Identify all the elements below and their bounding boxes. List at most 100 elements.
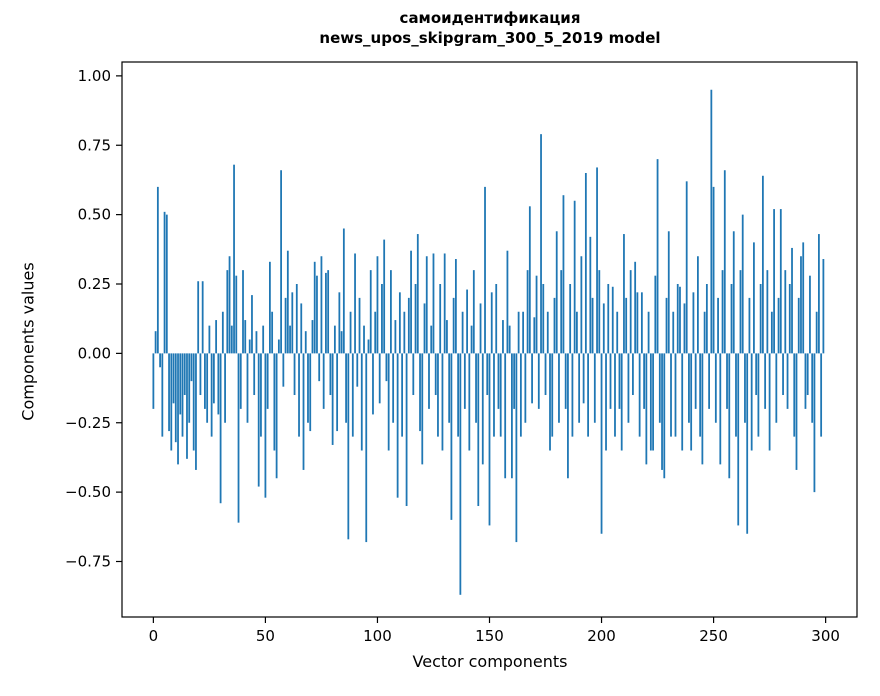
x-tick-label: 250	[699, 627, 728, 645]
bar	[423, 303, 426, 354]
bar	[152, 353, 155, 409]
bar	[201, 281, 204, 354]
bar	[291, 292, 294, 354]
bar	[154, 331, 157, 354]
bar	[683, 303, 686, 354]
bar	[195, 353, 197, 470]
bar	[535, 275, 538, 354]
bar	[629, 270, 632, 354]
bar	[623, 234, 625, 354]
bar	[437, 353, 439, 437]
x-tick-label: 150	[475, 627, 504, 645]
bar	[206, 353, 209, 423]
bar	[681, 353, 684, 451]
bar	[775, 353, 778, 423]
bar	[441, 353, 444, 451]
y-tick-label: 0.00	[78, 344, 111, 362]
bar	[531, 353, 533, 404]
bar	[204, 353, 206, 409]
bar	[463, 353, 466, 409]
bar	[242, 270, 244, 354]
bar	[233, 164, 235, 354]
bar	[782, 353, 784, 396]
bar	[746, 353, 749, 534]
bar	[192, 353, 195, 451]
bar	[748, 297, 751, 354]
bar	[419, 353, 421, 432]
bar	[251, 295, 253, 354]
bar	[325, 272, 327, 354]
y-tick-label: 0.50	[78, 206, 111, 224]
bar	[367, 339, 370, 354]
bar	[354, 253, 356, 354]
bar	[571, 353, 574, 437]
bar	[560, 270, 563, 354]
bar	[219, 353, 222, 504]
bar	[275, 353, 278, 479]
bar	[457, 353, 460, 437]
bar	[582, 353, 585, 404]
bar	[589, 236, 592, 354]
bar	[412, 353, 415, 396]
bar	[710, 89, 713, 354]
bar	[495, 284, 498, 354]
bar	[210, 353, 213, 437]
bar	[620, 353, 623, 451]
bar	[688, 353, 690, 423]
bar	[235, 275, 238, 354]
bar	[768, 353, 771, 451]
bar	[753, 242, 755, 354]
bar	[699, 353, 702, 437]
bar	[558, 353, 560, 423]
chart-title-line2: news_upos_skipgram_300_5_2019 model	[319, 29, 661, 47]
bar	[228, 256, 231, 354]
bar	[401, 353, 403, 437]
bar	[546, 311, 549, 354]
bar	[791, 247, 793, 354]
bar	[735, 353, 737, 437]
bar	[416, 234, 419, 354]
bar	[506, 250, 509, 354]
bar	[405, 353, 408, 507]
bar	[750, 353, 753, 451]
bar	[580, 256, 583, 354]
bar	[396, 353, 399, 498]
bar	[394, 320, 397, 354]
bar	[502, 320, 504, 354]
y-tick-label: −0.75	[65, 553, 111, 571]
bar	[654, 275, 657, 354]
bar	[224, 353, 226, 423]
bar	[513, 353, 516, 409]
bar	[309, 353, 312, 432]
bar	[652, 353, 654, 451]
bar	[410, 250, 412, 354]
bar	[627, 353, 630, 423]
bar	[573, 200, 576, 354]
bar	[271, 311, 274, 354]
bar	[493, 353, 495, 437]
bar	[190, 353, 193, 382]
bar	[208, 325, 211, 354]
bar	[255, 331, 258, 354]
bar	[262, 325, 265, 354]
bar	[345, 353, 347, 423]
bar	[813, 353, 816, 493]
bar	[555, 231, 558, 354]
bar	[737, 353, 740, 526]
bar	[809, 275, 811, 354]
bar	[434, 353, 437, 396]
bar	[692, 292, 695, 354]
bar	[347, 353, 350, 540]
bar	[284, 297, 287, 354]
bar	[372, 353, 374, 415]
bar	[475, 353, 477, 423]
bar	[804, 353, 807, 409]
bar	[504, 353, 507, 479]
bar	[313, 261, 316, 354]
bar	[764, 353, 767, 409]
bar	[490, 292, 493, 354]
bar	[755, 353, 758, 396]
bar	[304, 331, 307, 354]
bar	[289, 325, 291, 354]
